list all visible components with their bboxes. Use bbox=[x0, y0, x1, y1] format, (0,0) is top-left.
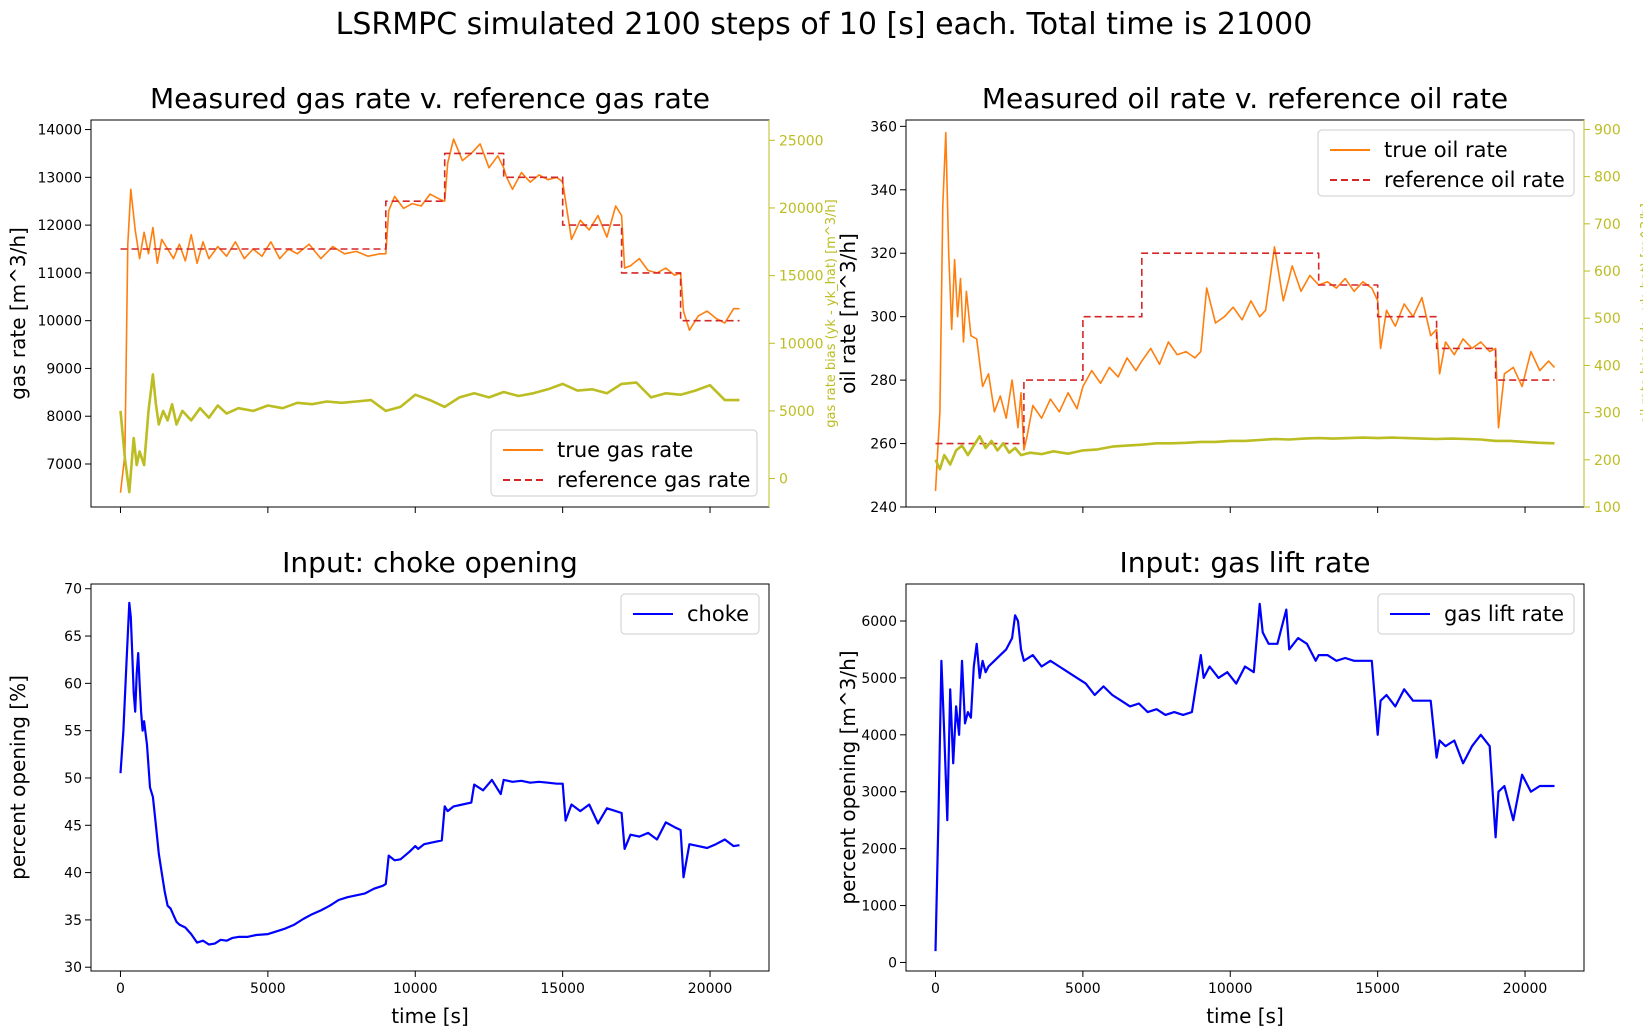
right-y-tick-label: 300 bbox=[1594, 406, 1621, 422]
legend-label: choke bbox=[687, 602, 749, 626]
right-y-tick-label: 100 bbox=[1594, 500, 1621, 516]
y-tick-label: 320 bbox=[870, 246, 897, 262]
legend-box bbox=[620, 593, 760, 635]
right-y-tick-label: 5000 bbox=[779, 404, 815, 420]
series-line-reference-oil-rate bbox=[935, 252, 1555, 445]
y-tick-label: 2000 bbox=[861, 842, 897, 858]
chart-panel-0: Measured gas rate v. reference gas rate 7… bbox=[6, 82, 839, 513]
y-tick-label: 65 bbox=[64, 629, 82, 645]
y-tick-label: 70 bbox=[64, 582, 82, 598]
x-tick-label: 5000 bbox=[1065, 981, 1101, 997]
chart-panel-1: Measured oil rate v. reference oil rate 2… bbox=[836, 82, 1643, 516]
y-tick-label: 260 bbox=[870, 437, 897, 453]
x-tick-label: 20000 bbox=[1503, 981, 1548, 997]
chart-panel-2: Input: choke opening 0 5000 10000 15000 20000… bbox=[6, 546, 770, 1028]
x-axis-label: time [s] bbox=[1206, 1004, 1284, 1028]
y-axis-label: percent opening [%] bbox=[6, 675, 30, 880]
series-line-reference-gas-rate bbox=[120, 152, 740, 322]
y-tick-label: 35 bbox=[64, 913, 82, 929]
y-tick-label: 0 bbox=[888, 955, 897, 971]
y-axis-label: percent opening [m^3/h] bbox=[836, 650, 860, 904]
chart-title: Measured gas rate v. reference gas rate bbox=[150, 82, 710, 115]
series-line-true-oil-rate bbox=[934, 131, 1556, 492]
series-line-bias bbox=[119, 373, 740, 494]
y-tick-label: 8000 bbox=[46, 409, 82, 425]
right-y-tick-label: 400 bbox=[1594, 358, 1621, 374]
legend-label: true oil rate bbox=[1384, 138, 1508, 162]
x-tick-label: 0 bbox=[116, 981, 125, 997]
y-tick-label: 5000 bbox=[861, 671, 897, 687]
x-tick-label: 15000 bbox=[1355, 981, 1400, 997]
right-y-tick-label: 10000 bbox=[779, 336, 824, 352]
right-axis-label: gas rate bias (yk - yk_hat) [m^3/h] bbox=[824, 199, 839, 427]
legend: true oil rate reference oil rate bbox=[1317, 129, 1575, 197]
y-tick-label: 55 bbox=[64, 724, 82, 740]
right-y-tick-label: 0 bbox=[779, 472, 788, 488]
y-tick-label: 11000 bbox=[37, 266, 82, 282]
y-tick-label: 50 bbox=[64, 771, 82, 787]
y-tick-label: 300 bbox=[870, 310, 897, 326]
right-y-tick-label: 900 bbox=[1594, 122, 1621, 138]
right-axis-label: oil rate bias (yk - yk_hat) [m^3/h] bbox=[1639, 203, 1643, 424]
y-tick-label: 360 bbox=[870, 119, 897, 135]
right-y-tick-label: 25000 bbox=[779, 133, 824, 149]
y-tick-label: 7000 bbox=[46, 457, 82, 473]
y-tick-label: 40 bbox=[64, 866, 82, 882]
y-tick-label: 9000 bbox=[46, 361, 82, 377]
y-tick-label: 10000 bbox=[37, 314, 82, 330]
legend-label: true gas rate bbox=[557, 438, 693, 462]
x-tick-label: 10000 bbox=[393, 981, 438, 997]
chart-title: Measured oil rate v. reference oil rate bbox=[982, 82, 1508, 115]
y-axis-label: gas rate [m^3/h] bbox=[6, 227, 30, 400]
series-line-bias bbox=[934, 434, 1555, 471]
legend-label: reference oil rate bbox=[1384, 168, 1565, 192]
legend-box bbox=[1377, 593, 1575, 635]
plot-grid: Measured gas rate v. reference gas rate 7… bbox=[6, 82, 1643, 1028]
series-line-choke bbox=[119, 601, 740, 946]
y-tick-label: 12000 bbox=[37, 218, 82, 234]
x-tick-label: 10000 bbox=[1208, 981, 1253, 997]
right-y-tick-label: 500 bbox=[1594, 311, 1621, 327]
y-axis-label: oil rate [m^3/h] bbox=[836, 233, 860, 394]
legend-box bbox=[1317, 129, 1575, 197]
y-tick-label: 45 bbox=[64, 818, 82, 834]
legend-label: reference gas rate bbox=[557, 468, 750, 492]
legend: gas lift rate bbox=[1377, 593, 1575, 635]
y-tick-label: 6000 bbox=[861, 614, 897, 630]
series-line-gas-lift-rate bbox=[934, 602, 1555, 952]
right-y-tick-label: 200 bbox=[1594, 453, 1621, 469]
legend: true gas rate reference gas rate bbox=[490, 429, 758, 497]
chart-title: Input: gas lift rate bbox=[1120, 546, 1371, 579]
y-tick-label: 3000 bbox=[861, 785, 897, 801]
chart-title: Input: choke opening bbox=[282, 546, 578, 579]
legend-box bbox=[490, 429, 758, 497]
y-tick-label: 13000 bbox=[37, 170, 82, 186]
y-tick-label: 4000 bbox=[861, 728, 897, 744]
right-y-tick-label: 15000 bbox=[779, 269, 824, 285]
x-tick-label: 20000 bbox=[688, 981, 733, 997]
figure-suptitle: LSRMPC simulated 2100 steps of 10 [s] ea… bbox=[336, 7, 1313, 42]
legend-label: gas lift rate bbox=[1444, 602, 1564, 626]
x-tick-label: 0 bbox=[931, 981, 940, 997]
y-tick-label: 60 bbox=[64, 676, 82, 692]
x-axis-label: time [s] bbox=[391, 1004, 469, 1028]
y-tick-label: 280 bbox=[870, 373, 897, 389]
right-y-tick-label: 20000 bbox=[779, 201, 824, 217]
y-tick-label: 240 bbox=[870, 500, 897, 516]
y-tick-label: 14000 bbox=[37, 123, 82, 139]
x-tick-label: 5000 bbox=[250, 981, 286, 997]
plot-frame bbox=[905, 583, 1585, 972]
y-tick-label: 340 bbox=[870, 183, 897, 199]
right-y-tick-label: 800 bbox=[1594, 170, 1621, 186]
right-y-tick-label: 700 bbox=[1594, 217, 1621, 233]
legend: choke bbox=[620, 593, 760, 635]
right-y-tick-label: 600 bbox=[1594, 264, 1621, 280]
x-tick-label: 15000 bbox=[540, 981, 585, 997]
y-tick-label: 30 bbox=[64, 960, 82, 976]
y-tick-label: 1000 bbox=[861, 899, 897, 915]
series-line-true-gas-rate bbox=[119, 138, 740, 493]
